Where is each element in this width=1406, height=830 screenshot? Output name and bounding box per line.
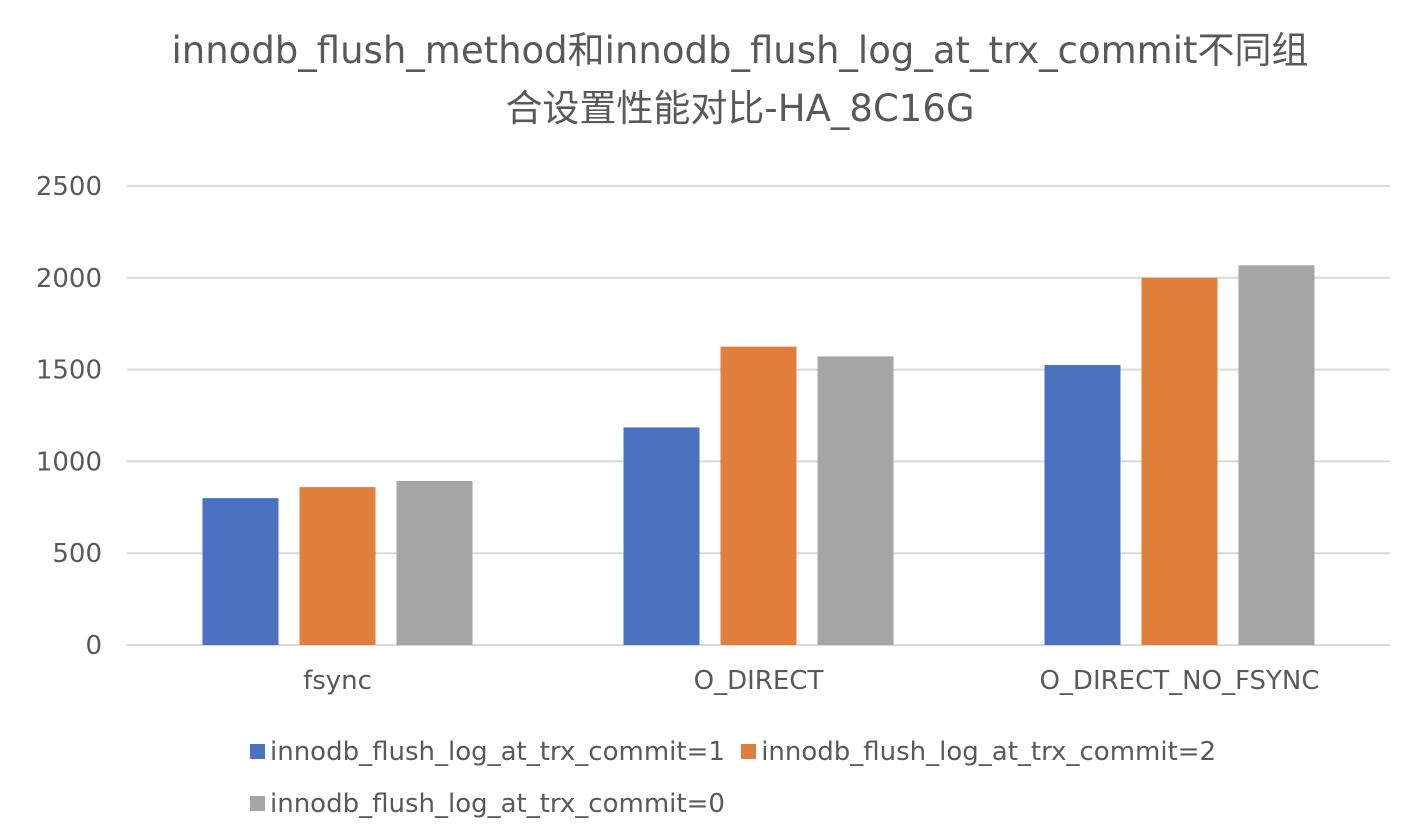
bar	[396, 481, 473, 645]
legend-label-commit-2: innodb_flush_log_at_trx_commit=2	[761, 737, 1217, 767]
legend-item-commit-2: innodb_flush_log_at_trx_commit=2	[741, 726, 1216, 778]
y-tick-label: 2500	[36, 172, 102, 202]
chart-title-line-2: 合设置性能对比-HA_8C16G	[505, 87, 975, 130]
bar	[817, 356, 894, 645]
legend-swatch-commit-1	[250, 744, 265, 759]
y-tick-label: 1000	[36, 447, 102, 477]
legend-item-commit-0: innodb_flush_log_at_trx_commit=0	[250, 778, 1242, 830]
bar	[720, 346, 797, 645]
bar	[623, 427, 700, 645]
x-category-label: fsync	[303, 666, 372, 696]
y-tick-label: 0	[85, 631, 102, 661]
legend-swatch-commit-2	[741, 744, 757, 759]
y-tick-label: 2000	[36, 264, 102, 294]
legend-swatch-commit-0	[250, 796, 265, 811]
bar	[202, 498, 279, 645]
bar	[299, 487, 376, 645]
chart-title: innodb_flush_method和innodb_flush_log_at_…	[0, 22, 1406, 138]
legend-item-commit-1: innodb_flush_log_at_trx_commit=1	[250, 726, 725, 778]
y-tick-label: 500	[52, 539, 102, 569]
legend: innodb_flush_log_at_trx_commit=1 innodb_…	[250, 726, 1250, 830]
legend-label-commit-0: innodb_flush_log_at_trx_commit=0	[270, 789, 725, 819]
bar	[1044, 365, 1121, 645]
bar	[1141, 277, 1218, 645]
bar	[1238, 265, 1315, 645]
chart-title-line-1: innodb_flush_method和innodb_flush_log_at_…	[171, 29, 1309, 72]
legend-label-commit-1: innodb_flush_log_at_trx_commit=1	[270, 737, 725, 767]
y-tick-label: 1500	[36, 356, 102, 386]
x-category-label: O_DIRECT_NO_FSYNC	[1039, 666, 1319, 696]
x-category-label: O_DIRECT	[694, 666, 824, 696]
